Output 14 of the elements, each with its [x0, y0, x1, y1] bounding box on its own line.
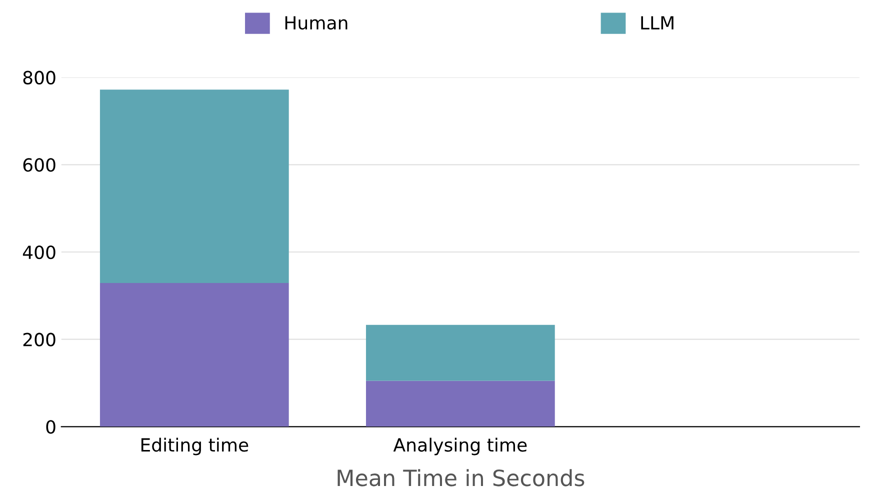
y-tick-label: 0	[46, 420, 56, 434]
legend-label: LLM	[641, 16, 674, 30]
bar	[366, 324, 555, 381]
x-tick-label: Analysing time	[393, 438, 527, 456]
legend-label: Human	[285, 16, 348, 30]
bar	[100, 90, 289, 283]
y-tick-label: 600	[23, 158, 56, 172]
x-axis-title: Mean Time in Seconds	[338, 469, 584, 486]
bar	[366, 380, 555, 427]
x-tick-label: Editing time	[141, 438, 248, 456]
bar	[100, 282, 289, 427]
y-tick-label: 400	[22, 245, 56, 260]
y-tick-label: 200	[23, 332, 56, 346]
y-tick-label: 800	[23, 70, 56, 84]
